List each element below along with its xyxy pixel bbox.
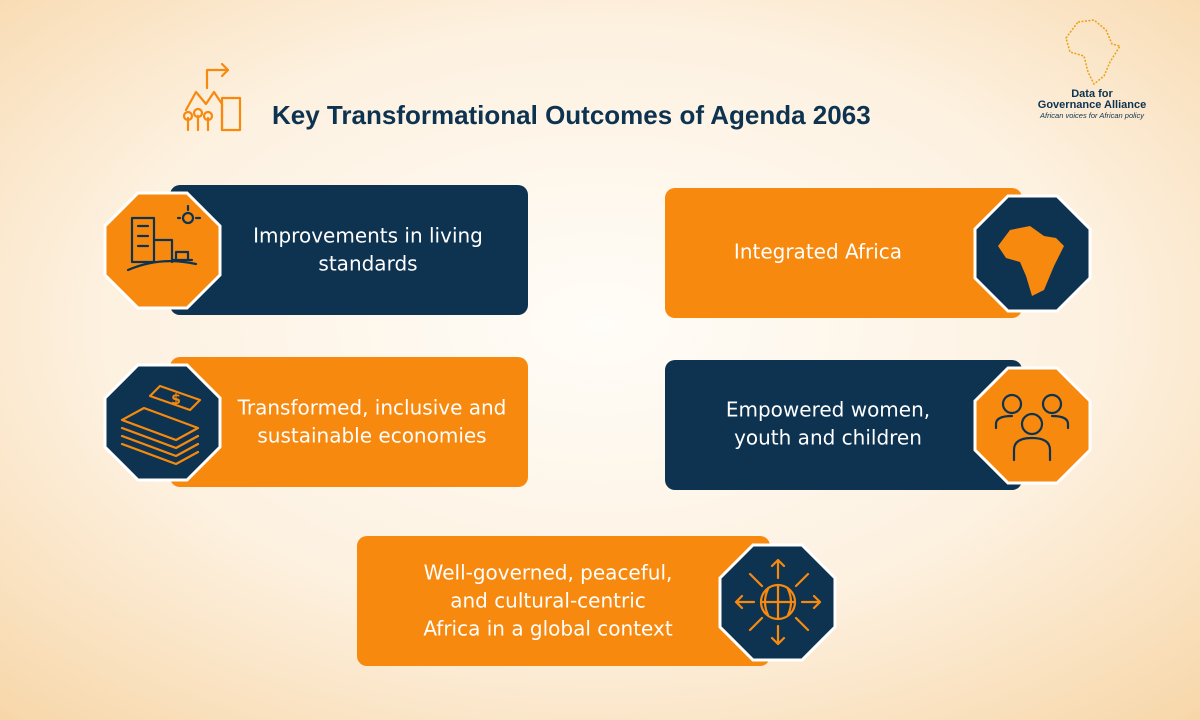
card-text: Well-governed, peaceful, (424, 561, 673, 585)
logo-name: Governance Alliance (1038, 99, 1146, 111)
card-text: Empowered women, (726, 398, 930, 422)
logo: Data for Governance Alliance African voi… (1038, 19, 1146, 120)
card-panel (170, 357, 528, 487)
card-text: Improvements in living (253, 224, 483, 248)
cards: Improvements in living standards Integrate… (103, 185, 1092, 666)
money-symbol: $ (171, 392, 181, 408)
card-text: Transformed, inclusive and (237, 396, 507, 420)
logo-name: Data for (1071, 88, 1113, 100)
card-badge (103, 363, 222, 482)
card-panel (665, 188, 1022, 318)
card-text: Integrated Africa (734, 240, 902, 264)
africa-icon (998, 226, 1064, 296)
card-text: sustainable economies (257, 424, 486, 448)
card-panel (170, 185, 528, 315)
card-text: standards (318, 252, 417, 276)
card-badge (103, 191, 222, 310)
card-panel (665, 360, 1022, 490)
card-badge (973, 366, 1092, 485)
city-icon (126, 204, 202, 272)
logo-map (1065, 19, 1122, 86)
card-panel (357, 536, 770, 666)
header-icon (182, 62, 242, 132)
globe-icon (734, 558, 822, 646)
logo-tagline: African voices for African policy (1039, 111, 1145, 120)
card-text: and cultural-centric (450, 589, 646, 613)
title: Key Transformational Outcomes of Agenda … (272, 100, 871, 130)
money-icon: $ (120, 384, 202, 466)
card-text: Africa in a global context (423, 617, 672, 641)
card-text: youth and children (734, 426, 922, 450)
icons: $ (120, 204, 1070, 646)
people-icon (994, 393, 1070, 462)
